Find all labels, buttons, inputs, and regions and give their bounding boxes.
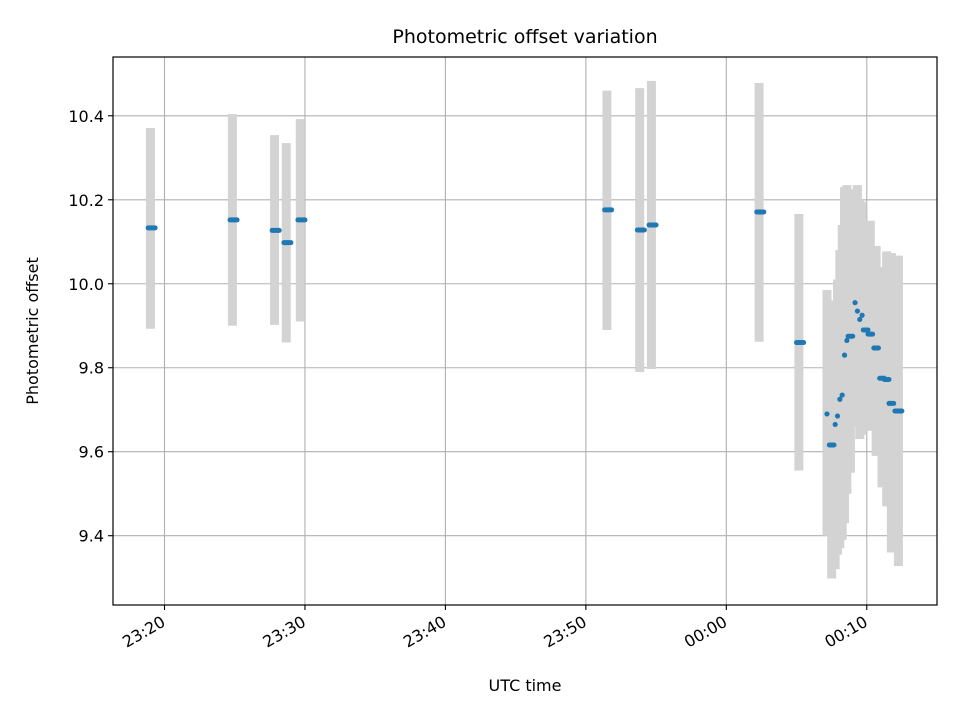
data-point [852, 300, 858, 306]
data-points [145, 207, 905, 448]
data-point [834, 413, 841, 419]
y-tick-label: 9.6 [79, 443, 104, 462]
x-tick-label: 00:10 [821, 612, 870, 652]
data-point [841, 352, 848, 358]
y-tick-label: 9.4 [79, 527, 104, 546]
y-axis-label: Photometric offset [23, 257, 42, 405]
x-tick-labels: 23:20 23:30 23:40 23:50 00:00 00:10 [119, 612, 871, 652]
y-tick-labels: 9.4 9.6 9.8 10.0 10.2 10.4 [68, 107, 104, 546]
x-tick-label: 00:00 [681, 612, 730, 652]
x-axis-label: UTC time [489, 676, 562, 695]
y-tick-label: 10.4 [68, 107, 104, 126]
y-tick-label: 9.8 [79, 359, 104, 378]
axes-frame [112, 56, 938, 606]
x-tick-label: 23:40 [400, 612, 449, 652]
data-point [844, 337, 850, 344]
chart-title: Photometric offset variation [392, 26, 657, 48]
data-point [839, 392, 845, 398]
data-point [832, 421, 838, 428]
y-tick-label: 10.0 [68, 275, 104, 294]
data-point [837, 396, 843, 402]
y-tick-label: 10.2 [68, 191, 104, 210]
data-point [859, 312, 865, 318]
tick-marks [108, 115, 868, 610]
x-tick-label: 23:50 [540, 612, 589, 652]
data-point [824, 411, 830, 417]
data-point [854, 308, 861, 314]
data-point [857, 316, 863, 323]
x-tick-label: 23:20 [119, 612, 168, 652]
x-tick-label: 23:30 [260, 612, 309, 652]
error-bars [145, 80, 903, 579]
